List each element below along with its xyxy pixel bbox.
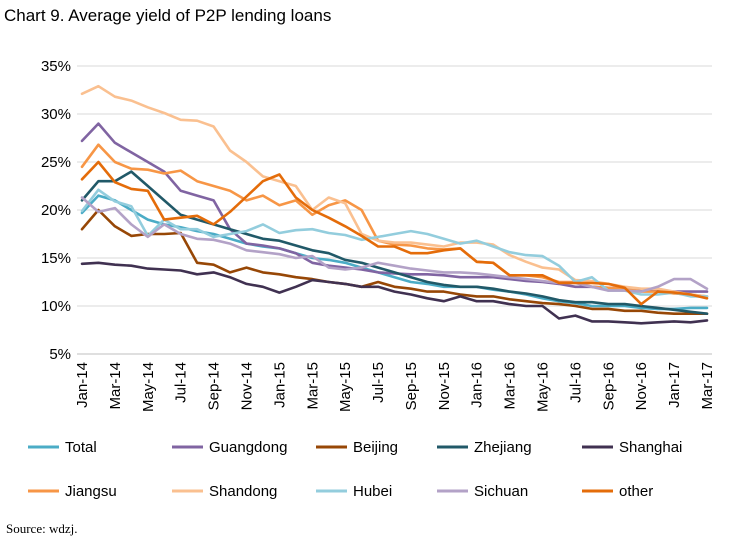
- x-tick-label: Mar-14: [107, 362, 124, 410]
- legend-label: Guangdong: [209, 439, 287, 456]
- x-tick-label: Mar-16: [502, 362, 519, 410]
- legend-label: Beijing: [353, 439, 398, 456]
- series-line-hubei: [80, 188, 709, 298]
- y-tick-label: 30%: [41, 106, 71, 123]
- source-note: Source: wdzj.: [6, 521, 78, 536]
- x-tick-label: Jan-15: [271, 362, 288, 408]
- gridlines: [77, 65, 712, 355]
- legend-label: Shandong: [209, 483, 277, 500]
- y-tick-label: 35%: [41, 58, 71, 75]
- chart-title: Chart 9. Average yield of P2P lending lo…: [4, 6, 332, 25]
- x-tick-label: May-15: [337, 362, 354, 412]
- legend-label: other: [619, 483, 653, 500]
- x-tick-label: May-14: [140, 362, 157, 412]
- x-tick-label: Mar-15: [304, 362, 321, 410]
- legend-label: Shanghai: [619, 439, 682, 456]
- series-line-beijing: [80, 208, 709, 316]
- legend-label: Jiangsu: [65, 483, 117, 500]
- x-tick-label: Sep-15: [403, 362, 420, 410]
- legend-label: Hubei: [353, 483, 392, 500]
- x-tick-label: Nov-15: [436, 362, 453, 410]
- y-tick-label: 20%: [41, 202, 71, 219]
- x-tick-label: Sep-14: [206, 362, 223, 410]
- legend-label: Sichuan: [474, 483, 528, 500]
- series-line-other: [80, 160, 709, 306]
- x-tick-label: Jan-17: [666, 362, 683, 408]
- x-tick-label: Jul-16: [567, 362, 584, 403]
- x-tick-label: Nov-16: [633, 362, 650, 410]
- y-axis-tick-labels: 5% 10% 15% 20% 25% 30% 35%: [41, 58, 71, 363]
- y-tick-label: 25%: [41, 154, 71, 171]
- x-tick-label: May-16: [535, 362, 552, 412]
- legend-label: Zhejiang: [474, 439, 532, 456]
- x-tick-label: Jan-16: [469, 362, 486, 408]
- x-tick-label: Nov-14: [238, 362, 255, 410]
- series-lines: [80, 84, 709, 325]
- legend-label: Total: [65, 439, 97, 456]
- x-tick-label: Jan-14: [74, 362, 91, 408]
- series-line-sichuan: [80, 196, 709, 293]
- y-tick-label: 10%: [41, 298, 71, 315]
- x-tick-label: Mar-17: [699, 362, 716, 410]
- y-tick-label: 5%: [49, 346, 71, 363]
- y-tick-label: 15%: [41, 250, 71, 267]
- series-line-shanghai: [80, 261, 709, 325]
- x-tick-label: Jul-14: [173, 362, 190, 403]
- x-tick-label: Jul-15: [370, 362, 387, 403]
- x-tick-label: Sep-16: [600, 362, 617, 410]
- legend: Total Guangdong Beijing Zhejiang Shanghai Jia…: [28, 439, 682, 500]
- x-axis-tick-labels: Jan-14 Mar-14 May-14 Jul-14 Sep-14 Nov-14 Jan-…: [74, 362, 716, 412]
